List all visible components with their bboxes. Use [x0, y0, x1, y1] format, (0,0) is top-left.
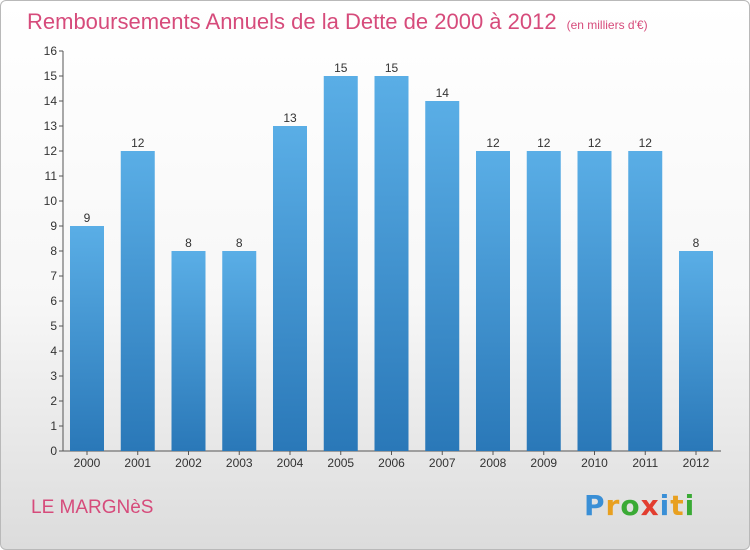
logo-letter: o — [620, 489, 641, 522]
y-tick-label: 5 — [50, 319, 57, 333]
x-tick-label: 2004 — [277, 456, 304, 470]
x-tick-label: 2002 — [175, 456, 202, 470]
bar-value-label: 8 — [693, 236, 700, 250]
logo-letter: i — [684, 489, 696, 522]
y-tick-label: 10 — [44, 194, 58, 208]
bar[interactable] — [526, 151, 561, 451]
bar[interactable] — [222, 251, 257, 451]
y-tick-label: 8 — [50, 244, 57, 258]
bar-value-label: 8 — [185, 236, 192, 250]
chart-title-text: Remboursements Annuels de la Dette de 20… — [27, 9, 557, 34]
bar[interactable] — [679, 251, 713, 451]
y-tick-label: 7 — [50, 269, 57, 283]
bar[interactable] — [425, 101, 460, 451]
y-tick-label: 12 — [44, 144, 58, 158]
bar-value-label: 12 — [486, 136, 500, 150]
bar[interactable] — [273, 126, 307, 451]
x-tick-label: 2003 — [226, 456, 253, 470]
y-tick-label: 16 — [44, 44, 58, 58]
y-tick-label: 0 — [50, 444, 57, 458]
chart-title: Remboursements Annuels de la Dette de 20… — [27, 9, 648, 35]
y-tick-label: 3 — [50, 369, 57, 383]
x-tick-label: 2000 — [74, 456, 101, 470]
bar-value-label: 14 — [436, 86, 450, 100]
bar[interactable] — [628, 151, 663, 451]
bar[interactable] — [323, 76, 358, 451]
logo-letter: x — [640, 489, 660, 522]
x-tick-label: 2005 — [327, 456, 354, 470]
bar-value-label: 12 — [639, 136, 653, 150]
bar[interactable] — [577, 151, 612, 451]
x-tick-label: 2007 — [429, 456, 456, 470]
bar[interactable] — [171, 251, 206, 451]
x-tick-label: 2006 — [378, 456, 405, 470]
bar-value-label: 15 — [334, 61, 348, 75]
x-tick-label: 2009 — [530, 456, 557, 470]
chart-unit: (en milliers d'€) — [566, 18, 648, 32]
y-tick-label: 14 — [44, 94, 58, 108]
y-tick-label: 1 — [50, 419, 57, 433]
x-tick-label: 2012 — [683, 456, 710, 470]
logo-letter: r — [605, 489, 621, 522]
commune-name: LE MARGNèS — [31, 497, 154, 518]
y-tick-label: 11 — [45, 169, 58, 183]
x-tick-label: 2011 — [632, 456, 658, 470]
logo-letter: t — [670, 489, 685, 522]
bar-value-label: 12 — [131, 136, 145, 150]
y-tick-label: 15 — [44, 69, 58, 83]
y-tick-label: 4 — [50, 344, 57, 358]
bar-value-label: 12 — [588, 136, 602, 150]
bar-value-label: 12 — [537, 136, 551, 150]
y-tick-label: 2 — [50, 394, 57, 408]
bar-value-label: 9 — [84, 211, 91, 225]
y-tick-label: 9 — [50, 219, 57, 233]
bar[interactable] — [70, 226, 104, 451]
bar-value-label: 15 — [385, 61, 399, 75]
y-tick-label: 6 — [50, 294, 57, 308]
bar[interactable] — [374, 76, 409, 451]
bar[interactable] — [476, 151, 510, 451]
x-tick-label: 2001 — [124, 456, 151, 470]
proxiti-logo[interactable]: Proxiti — [584, 489, 695, 522]
bar-value-label: 13 — [283, 111, 297, 125]
x-tick-label: 2010 — [581, 456, 608, 470]
bar[interactable] — [120, 151, 155, 451]
y-tick-label: 13 — [44, 119, 58, 133]
x-tick-label: 2008 — [480, 456, 507, 470]
logo-letter: P — [584, 489, 606, 522]
logo-letter: i — [659, 489, 671, 522]
bar-value-label: 8 — [236, 236, 243, 250]
